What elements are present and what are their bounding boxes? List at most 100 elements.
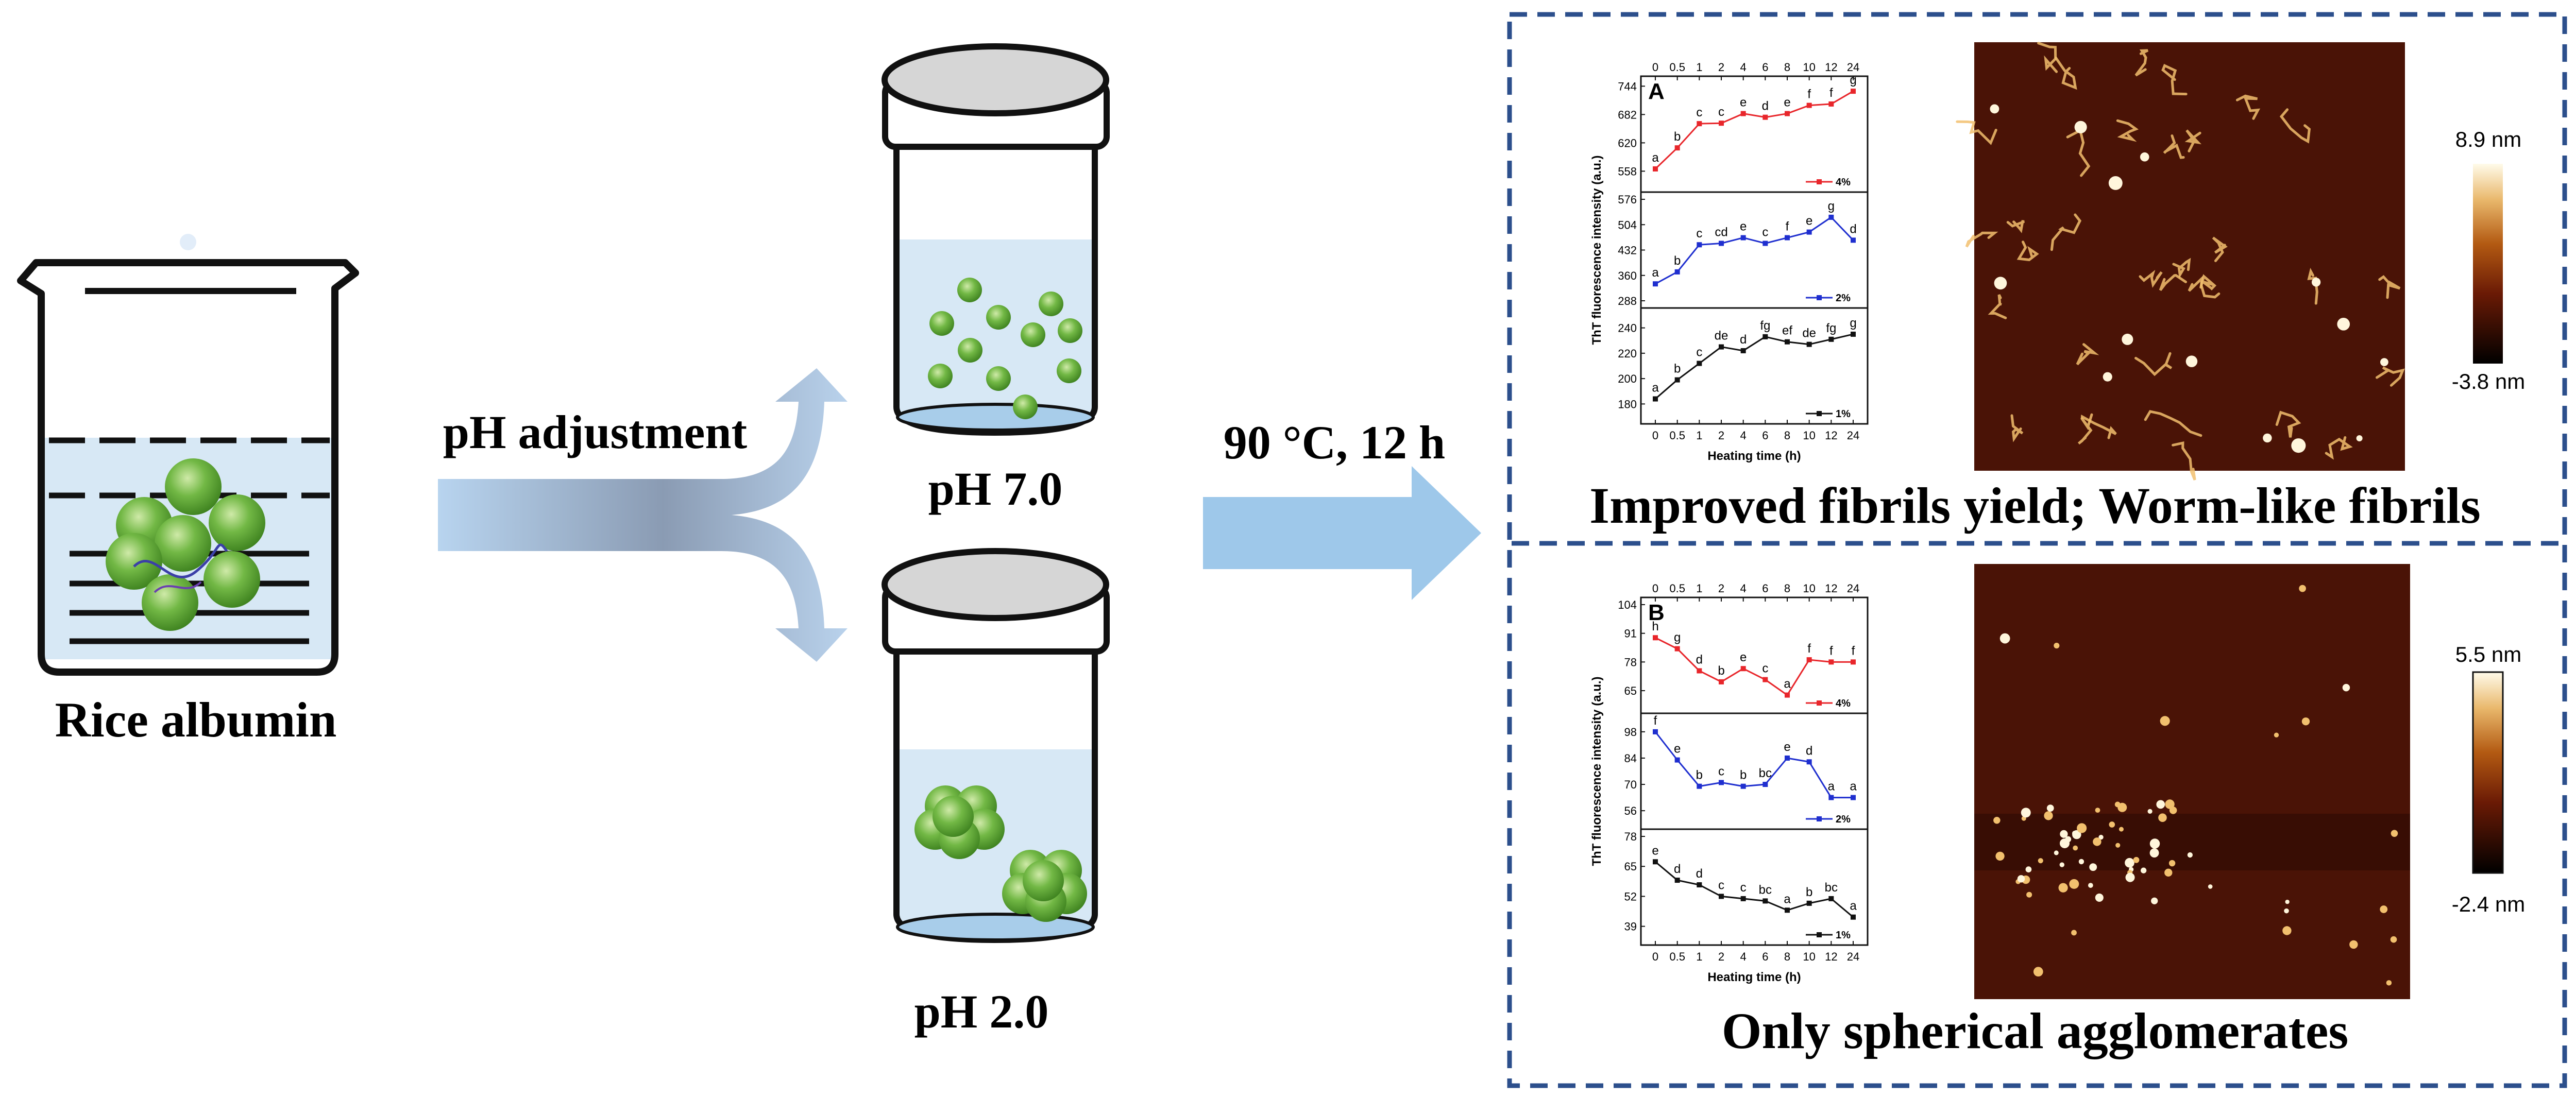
x-tick-label-top: 8 xyxy=(1784,582,1790,595)
legend-marker xyxy=(1817,932,1822,937)
afm-fibril xyxy=(1965,231,1998,248)
x-tick-label-top: 10 xyxy=(1803,61,1815,74)
panel-letter: A xyxy=(1648,79,1665,104)
data-point xyxy=(1719,241,1724,246)
data-point xyxy=(1740,111,1746,116)
significance-letter: c xyxy=(1696,346,1702,359)
data-point xyxy=(1674,377,1680,383)
afm-agglomerate xyxy=(2390,936,2397,943)
x-tick-label-top: 2 xyxy=(1718,582,1724,595)
significance-letter: d xyxy=(1762,99,1769,113)
afm-agglomerate xyxy=(2349,940,2358,949)
data-point xyxy=(1697,668,1702,674)
significance-letter: fg xyxy=(1826,321,1836,335)
dispersed-proteins xyxy=(928,278,1082,419)
legend-label: 1% xyxy=(1836,408,1851,420)
significance-letter: b xyxy=(1806,885,1812,899)
x-tick-label: 1 xyxy=(1696,950,1702,963)
y-tick-label: 70 xyxy=(1624,778,1637,791)
data-point xyxy=(1828,795,1834,800)
significance-letter: d xyxy=(1696,653,1703,666)
afm-agglomerate xyxy=(2089,863,2097,871)
afm-agglomerate xyxy=(2054,850,2059,855)
afm-fibril xyxy=(2080,415,2117,439)
significance-letter: d xyxy=(1674,862,1681,876)
y-tick-label: 576 xyxy=(1618,193,1637,206)
significance-letter: f xyxy=(1829,644,1833,658)
afm-particle xyxy=(2108,176,2123,190)
significance-letter: f xyxy=(1654,714,1657,728)
afm-agglomerate xyxy=(2125,858,2134,868)
afm-fibril xyxy=(2144,410,2202,437)
colorbar-top-max: 8.9 nm xyxy=(2455,127,2521,151)
afm-agglomerate xyxy=(2386,980,2392,986)
afm-agglomerate xyxy=(2187,852,2193,858)
afm-agglomerate xyxy=(2033,967,2043,977)
y-tick-label: 744 xyxy=(1618,80,1637,93)
afm-agglomerate xyxy=(2342,683,2350,692)
data-point xyxy=(1697,361,1702,366)
x-tick-label: 10 xyxy=(1803,429,1815,442)
afm-agglomerate xyxy=(2025,866,2032,872)
significance-letter: e xyxy=(1784,740,1790,754)
data-point xyxy=(1851,89,1856,94)
afm-agglomerate xyxy=(2284,908,2289,914)
afm-agglomerate xyxy=(2119,827,2124,832)
x-tick-label-top: 8 xyxy=(1784,61,1790,74)
y-tick-label: 39 xyxy=(1624,920,1637,933)
heating-arrow xyxy=(1203,466,1481,600)
afm-agglomerate xyxy=(2026,892,2032,898)
y-tick-label: 360 xyxy=(1618,269,1637,282)
legend-label: 4% xyxy=(1836,177,1851,188)
afm-agglomerate xyxy=(2095,893,2104,902)
significance-letter: b xyxy=(1696,768,1703,782)
afm-agglomerate xyxy=(2117,802,2127,812)
data-point xyxy=(1851,914,1856,920)
afm-agglomerate xyxy=(1999,633,2010,644)
afm-agglomerate xyxy=(2164,868,2173,877)
significance-letter: de xyxy=(1715,329,1728,343)
ph2-label: pH 2.0 xyxy=(914,985,1049,1038)
y-tick-label: 52 xyxy=(1624,890,1637,903)
x-tick-label: 6 xyxy=(1762,429,1768,442)
colorbar-top-min: -3.8 nm xyxy=(2452,369,2525,393)
data-point xyxy=(1762,677,1768,682)
data-point xyxy=(1762,782,1768,787)
series-line-1% xyxy=(1655,861,1854,918)
afm-agglomerate xyxy=(2109,821,2115,828)
afm-fibril xyxy=(2016,241,2039,262)
x-tick-label: 2 xyxy=(1718,950,1724,963)
afm-fibril xyxy=(2376,366,2405,387)
legend-label: 1% xyxy=(1836,930,1851,941)
significance-letter: e xyxy=(1652,844,1658,858)
significance-letter: e xyxy=(1674,742,1681,756)
significance-letter: fg xyxy=(1760,319,1770,333)
afm-agglomerate xyxy=(2073,845,2078,851)
afm-particle xyxy=(1990,104,1999,114)
afm-agglomerate xyxy=(2158,813,2167,822)
legend-marker xyxy=(1817,179,1822,184)
afm-agglomerate xyxy=(2060,830,2068,838)
afm-fibril xyxy=(2378,275,2401,299)
afm-agglomerate xyxy=(2160,716,2170,726)
afm-agglomerate xyxy=(2125,872,2135,882)
significance-letter: c xyxy=(1740,881,1747,895)
afm-bottom-features xyxy=(1993,585,2398,986)
x-tick-label-top: 12 xyxy=(1825,582,1837,595)
y-tick-label: 180 xyxy=(1618,398,1637,410)
significance-letter: bc xyxy=(1825,881,1838,895)
series-line-1% xyxy=(1655,333,1854,400)
data-point xyxy=(1697,783,1702,789)
significance-letter: e xyxy=(1806,214,1812,228)
afm-agglomerate xyxy=(2069,879,2079,889)
y-tick-label: 91 xyxy=(1624,627,1637,640)
afm-fibril xyxy=(2050,213,2082,251)
significance-letter: c xyxy=(1718,764,1724,778)
afm-fibril xyxy=(2325,436,2353,460)
x-tick-label: 8 xyxy=(1784,429,1790,442)
afm-agglomerate xyxy=(2115,843,2121,848)
x-tick-label: 12 xyxy=(1825,429,1837,442)
afm-agglomerate xyxy=(2274,732,2279,738)
significance-letter: f xyxy=(1852,644,1855,658)
significance-letter: c xyxy=(1718,878,1724,892)
